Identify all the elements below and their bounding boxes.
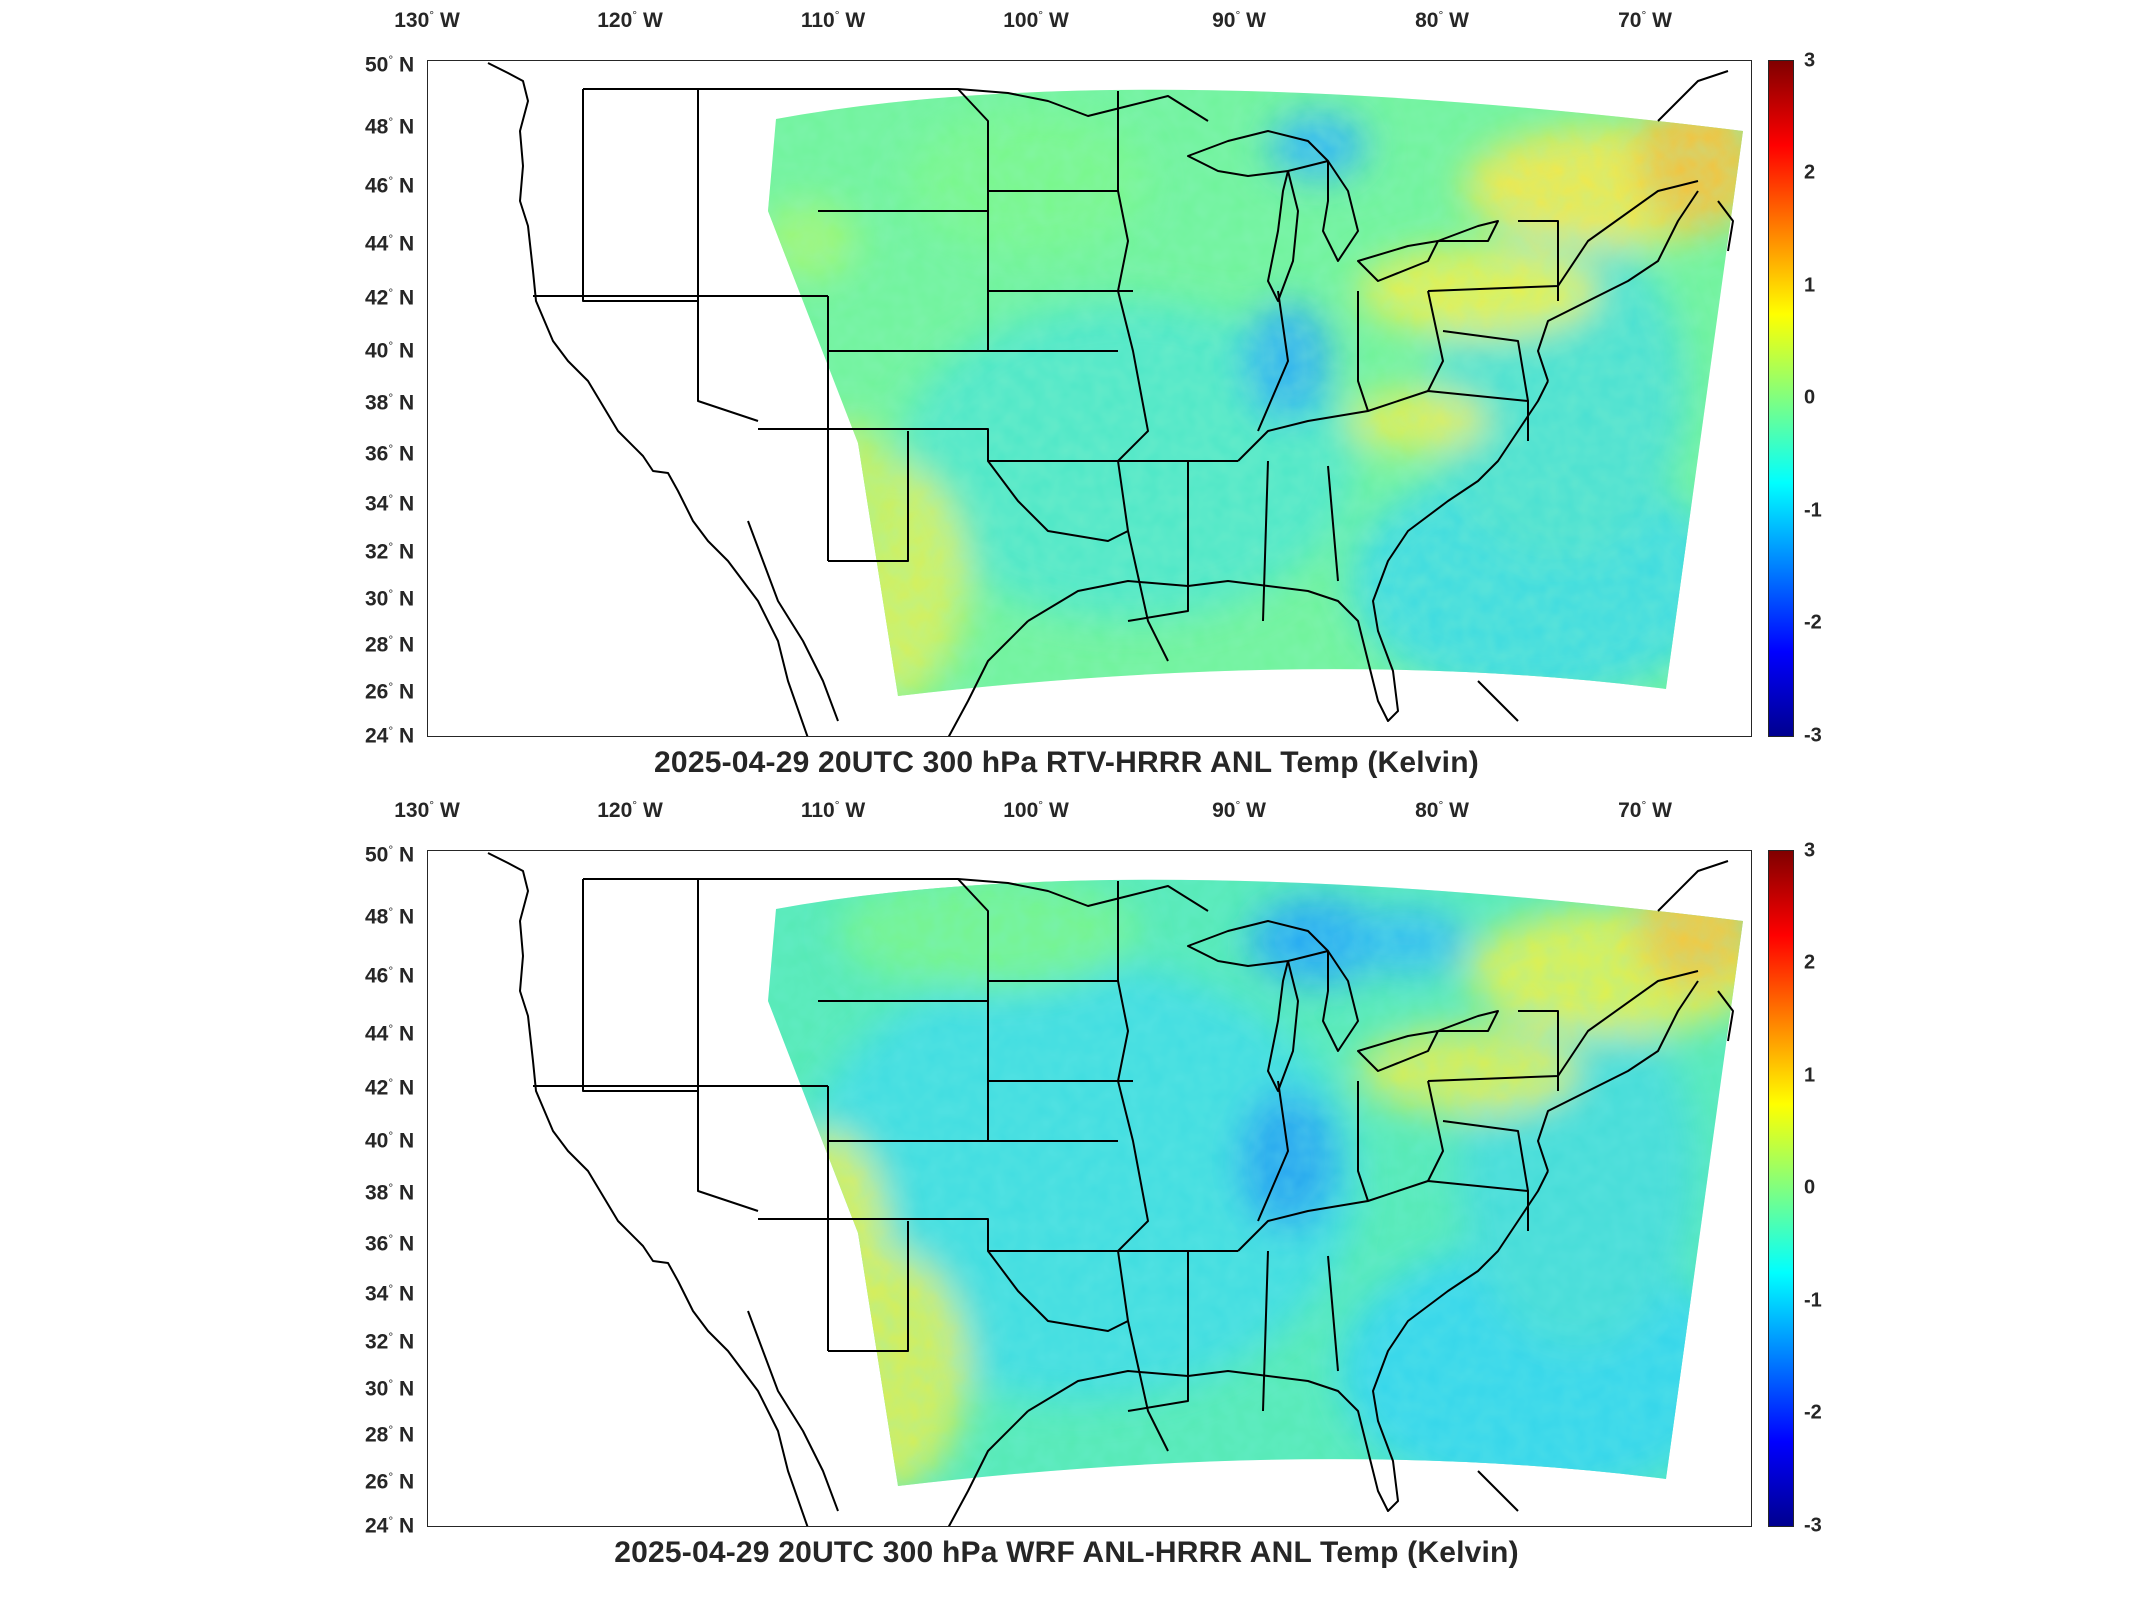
colorbar-tick: -1 [1804,499,1822,522]
lat-label: 48° N [365,114,415,139]
lon-label: 120° W [597,8,663,32]
lon-label: 110° W [800,798,866,822]
lat-label: 36° N [365,1231,415,1256]
map-outlines [487,852,1734,1526]
colorbar-tick: -3 [1804,1514,1822,1537]
map-area[interactable] [427,60,1752,737]
map-panel-top: 130° W 120° W 110° W 100° W 90° W 80° W … [0,0,2133,790]
lat-label: 50° N [365,52,415,77]
colorbar-tick: 0 [1804,1176,1816,1199]
colorbar-tick: 3 [1804,49,1816,72]
map-outlines [487,62,1734,736]
lat-label: 40° N [365,1128,415,1153]
colorbar-tick: 2 [1804,951,1816,974]
lat-label: 30° N [365,586,415,611]
colorbar [1768,60,1794,737]
map-svg [487,62,1743,736]
lat-label: 46° N [365,173,415,198]
lat-label: 38° N [365,1180,415,1205]
temperature-field [768,879,1743,1486]
lat-label: 24° N [365,723,415,748]
lat-label: 50° N [365,842,415,867]
lat-label: 36° N [365,441,415,466]
lat-label: 42° N [365,1075,415,1100]
lon-label: 100° W [1003,8,1069,32]
temperature-field [768,89,1743,696]
lon-label: 80° W [1415,8,1469,32]
lat-label: 32° N [365,539,415,564]
lat-label: 44° N [365,1021,415,1046]
lat-label: 34° N [365,491,415,516]
lon-label: 90° W [1212,798,1266,822]
lat-label: 46° N [365,963,415,988]
lat-label: 26° N [365,1469,415,1494]
panel-title: 2025-04-29 20UTC 300 hPa WRF ANL-HRRR AN… [614,1536,1519,1569]
lon-label: 90° W [1212,8,1266,32]
map-panel-bottom: 130° W 120° W 110° W 100° W 90° W 80° W … [0,790,2133,1580]
lon-label: 130° W [394,798,460,822]
lon-label: 100° W [1003,798,1069,822]
colorbar-tick: -2 [1804,611,1822,634]
lat-label: 28° N [365,1422,415,1447]
colorbar-tick: 1 [1804,274,1816,297]
lat-label: 32° N [365,1329,415,1354]
lat-label: 34° N [365,1281,415,1306]
lat-label: 48° N [365,904,415,929]
lon-label: 80° W [1415,798,1469,822]
lon-label: 130° W [394,8,460,32]
colorbar-tick: 3 [1804,839,1816,862]
panel-title: 2025-04-29 20UTC 300 hPa RTV-HRRR ANL Te… [654,746,1479,779]
colorbar-tick: -2 [1804,1401,1822,1424]
lat-label: 38° N [365,390,415,415]
lon-label: 120° W [597,798,663,822]
colorbar-tick: 2 [1804,161,1816,184]
colorbar-tick: -3 [1804,724,1822,747]
lat-label: 28° N [365,632,415,657]
map-svg [487,852,1743,1526]
map-area[interactable] [427,850,1752,1527]
lon-label: 70° W [1618,798,1672,822]
colorbar-tick: 1 [1804,1064,1816,1087]
colorbar-tick: 0 [1804,386,1816,409]
lat-label: 42° N [365,285,415,310]
lat-label: 40° N [365,338,415,363]
lon-label: 70° W [1618,8,1672,32]
lat-label: 24° N [365,1513,415,1538]
colorbar-tick: -1 [1804,1289,1822,1312]
lat-label: 26° N [365,679,415,704]
colorbar [1768,850,1794,1527]
lat-label: 30° N [365,1376,415,1401]
lat-label: 44° N [365,231,415,256]
lon-label: 110° W [800,8,866,32]
